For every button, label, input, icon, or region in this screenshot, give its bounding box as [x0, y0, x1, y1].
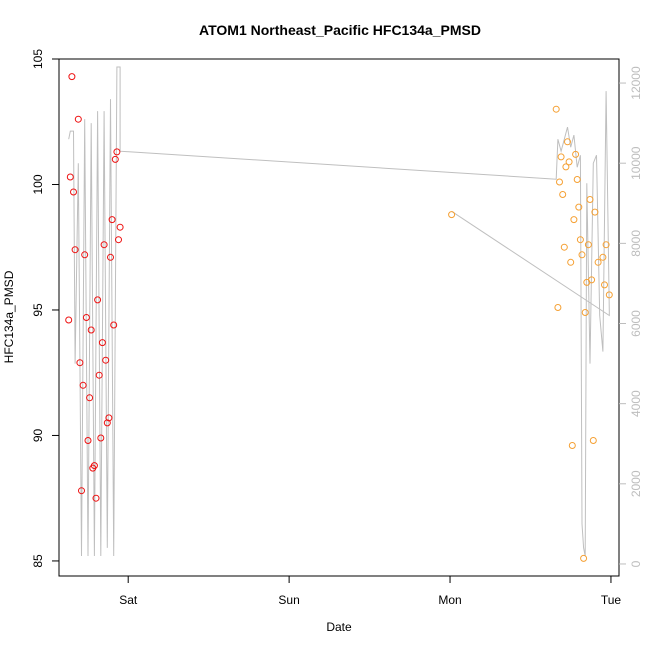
data-point — [92, 494, 100, 502]
data-point — [591, 208, 599, 216]
data-point — [94, 296, 102, 304]
data-point — [78, 487, 85, 495]
data-point — [105, 414, 113, 422]
data-point — [116, 223, 124, 231]
data-point — [111, 155, 119, 163]
data-point — [584, 241, 592, 249]
altitude-line-group — [68, 66, 610, 557]
data-point — [66, 173, 74, 181]
y2-tick-label: 12000 — [629, 66, 643, 100]
data-point — [87, 326, 95, 334]
y2-tick-label: 10000 — [629, 146, 643, 180]
y-tick-label: 105 — [31, 49, 45, 69]
data-point — [554, 304, 562, 311]
y-tick-label: 100 — [31, 174, 45, 194]
data-point — [570, 216, 578, 224]
data-point — [68, 73, 76, 81]
data-point — [552, 105, 560, 113]
plot-frame — [58, 58, 620, 577]
data-point — [560, 243, 568, 251]
x-tick-label: Tue — [601, 593, 622, 607]
data-point — [115, 236, 122, 244]
data-point — [575, 203, 583, 211]
data-point — [576, 236, 584, 244]
y-axis-label: HFC134a_PMSD — [2, 270, 16, 363]
data-point — [113, 148, 121, 156]
data-point — [559, 191, 567, 198]
data-point — [82, 314, 90, 321]
data-point — [100, 241, 108, 249]
y2-tick-label: 4000 — [629, 390, 643, 417]
y-axis-right: 0 2000 4000 6000 8000 10000 12000 — [619, 66, 643, 567]
data-point — [565, 158, 573, 166]
data-point — [572, 150, 580, 158]
data-point — [602, 241, 610, 249]
data-point — [79, 381, 87, 389]
data-point — [76, 359, 84, 367]
data-point — [97, 434, 105, 442]
altitude-line — [68, 66, 610, 557]
data-point — [86, 394, 94, 402]
data-point — [586, 196, 594, 203]
y-tick-label: 95 — [31, 303, 45, 317]
x-tick-label: Mon — [438, 593, 461, 607]
y2-tick-label: 8000 — [629, 230, 643, 257]
data-points-group — [65, 73, 613, 562]
data-point — [568, 442, 576, 449]
data-point — [564, 138, 571, 146]
data-point — [578, 251, 586, 259]
data-point — [103, 419, 111, 427]
data-point — [95, 371, 103, 379]
y-tick-label: 85 — [31, 554, 45, 568]
data-point — [556, 178, 563, 186]
data-point — [84, 437, 92, 444]
data-point — [580, 554, 588, 562]
data-point — [110, 321, 118, 329]
data-point — [448, 211, 456, 219]
data-point — [588, 276, 596, 284]
x-axis: Sat Sun Mon Tue — [119, 576, 621, 607]
data-point — [98, 339, 106, 347]
data-point — [562, 163, 570, 171]
data-point — [71, 246, 79, 254]
data-point — [107, 253, 114, 261]
data-point — [581, 309, 589, 316]
data-point — [601, 281, 608, 289]
data-point — [594, 258, 602, 266]
y-tick-label: 90 — [31, 428, 45, 442]
y2-tick-label: 0 — [629, 560, 643, 567]
data-point — [74, 115, 82, 123]
y-axis-left: 85 90 95 100 105 — [31, 49, 59, 568]
data-point — [81, 251, 89, 259]
data-point — [102, 356, 110, 364]
data-point — [90, 462, 98, 470]
data-point — [65, 316, 73, 324]
data-point — [589, 437, 597, 444]
data-point — [567, 258, 575, 266]
y2-tick-label: 2000 — [629, 470, 643, 497]
data-point — [605, 291, 613, 299]
data-point — [573, 176, 581, 183]
x-axis-label: Date — [326, 620, 352, 634]
y2-tick-label: 6000 — [629, 310, 643, 337]
data-point — [108, 216, 116, 224]
data-point — [70, 188, 77, 196]
x-tick-label: Sat — [119, 593, 138, 607]
data-point — [557, 153, 565, 161]
x-tick-label: Sun — [278, 593, 299, 607]
chart-title: ATOM1 Northeast_Pacific HFC134a_PMSD — [199, 22, 481, 38]
data-point — [599, 253, 607, 261]
